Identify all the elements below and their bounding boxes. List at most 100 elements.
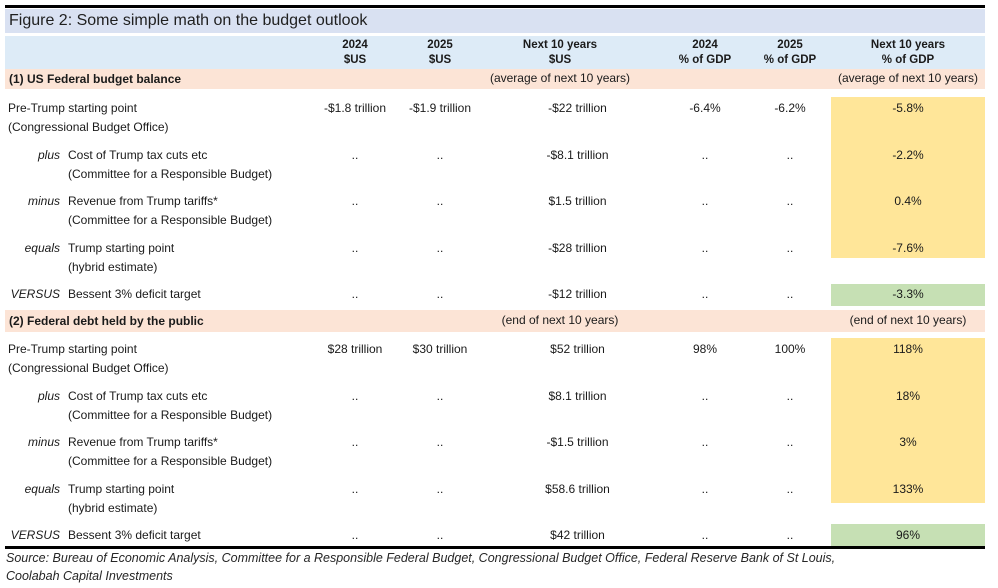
cell-2024-us: .. (351, 241, 359, 255)
source-line-2: Coolabah Capital Investments (6, 569, 173, 583)
row-qualifier: equals (24, 482, 60, 496)
row-label: Trump starting point (68, 482, 175, 496)
cell-2024-us: .. (351, 528, 359, 542)
cell-2024-us: -$1.8 trillion (323, 101, 387, 115)
cell-next10-us: -$8.1 trillion (546, 148, 609, 162)
cell-2025-us: .. (436, 148, 444, 162)
cell-2025-gdp: 100% (774, 342, 806, 356)
section1-title: (1) US Federal budget balance (9, 72, 182, 86)
source-line-1: Source: Bureau of Economic Analysis, Com… (6, 551, 836, 565)
row-sublabel: (Committee for a Responsible Budget) (68, 454, 273, 468)
section2-note-gdp: (end of next 10 years) (849, 313, 967, 327)
col-header-2025-gdp-year: 2025 (777, 39, 803, 51)
section2-note-us: (end of next 10 years) (501, 313, 619, 327)
row-qualifier: plus (37, 389, 60, 403)
col-header-next10-gdp-year: Next 10 years (870, 39, 946, 51)
cell-next10-gdp: -5.8% (892, 101, 924, 115)
cell-2024-gdp: .. (701, 389, 709, 403)
cell-next10-us: $52 trillion (550, 342, 605, 356)
cell-2025-gdp: .. (786, 287, 794, 301)
section1-header-row: (1) US Federal budget balance (5, 69, 985, 89)
cell-2025-us: .. (436, 287, 444, 301)
cell-2025-gdp: .. (786, 148, 794, 162)
row-label: Revenue from Trump tariffs* (68, 194, 218, 208)
cell-next10-us: $8.1 trillion (548, 389, 607, 403)
cell-next10-gdp: 0.4% (894, 194, 922, 208)
row-label: Trump starting point (68, 241, 175, 255)
cell-2024-us: .. (351, 287, 359, 301)
row-label: Revenue from Trump tariffs* (68, 435, 218, 449)
row-qualifier: VERSUS (10, 287, 60, 301)
cell-next10-gdp: 118% (893, 342, 923, 356)
cell-next10-us: $42 trillion (550, 528, 605, 542)
row-qualifier: minus (27, 435, 60, 449)
cell-2025-gdp: .. (786, 528, 794, 542)
row-sublabel: (hybrid estimate) (68, 260, 158, 274)
row-sublabel: (hybrid estimate) (68, 501, 158, 515)
section2-title: (2) Federal debt held by the public (9, 314, 204, 328)
cell-2024-us: .. (351, 148, 359, 162)
cell-2025-us: .. (436, 194, 444, 208)
cell-2024-us: .. (351, 435, 359, 449)
cell-next10-gdp: -7.6% (892, 241, 924, 255)
row-qualifier: VERSUS (10, 528, 60, 542)
row-label: Pre-Trump starting point (8, 342, 137, 356)
cell-2024-gdp: .. (701, 287, 709, 301)
row-label: Cost of Trump tax cuts etc (68, 389, 208, 403)
row-qualifier: plus (37, 148, 60, 162)
row-label: Pre-Trump starting point (8, 101, 137, 115)
col-header-2024-us-unit: $US (343, 54, 367, 66)
section2-header-row: (2) Federal debt held by the public (5, 310, 985, 332)
cell-next10-us: $1.5 trillion (548, 194, 607, 208)
cell-2025-us: $30 trillion (412, 342, 468, 356)
cell-next10-gdp: 96% (895, 528, 921, 542)
col-header-next10-us-year: Next 10 years (522, 39, 598, 51)
col-header-next10-us-unit: $US (548, 54, 572, 66)
cell-2024-us: .. (351, 482, 359, 496)
row-sublabel: (Congressional Budget Office) (8, 120, 169, 134)
cell-next10-gdp: -2.2% (892, 148, 924, 162)
col-header-2025-us-unit: $US (428, 54, 452, 66)
row-qualifier: minus (27, 194, 60, 208)
col-header-2024-gdp-year: 2024 (692, 39, 718, 51)
cell-2024-gdp: .. (701, 482, 709, 496)
cell-2024-gdp: .. (701, 528, 709, 542)
cell-2025-us: .. (436, 528, 444, 542)
cell-2024-us: $28 trillion (327, 342, 383, 356)
cell-next10-us: -$12 trillion (548, 287, 607, 301)
cell-next10-gdp: 18% (895, 389, 921, 403)
cell-next10-gdp: 3% (899, 435, 917, 449)
col-header-2025-gdp-unit: % of GDP (763, 54, 817, 66)
cell-2025-us: .. (436, 482, 444, 496)
top-rule (5, 5, 985, 8)
cell-next10-us: -$1.5 trillion (546, 435, 609, 449)
bottom-rule (5, 546, 985, 549)
cell-2025-gdp: .. (786, 482, 794, 496)
cell-2024-us: .. (351, 194, 359, 208)
cell-next10-us: -$28 trillion (548, 241, 607, 255)
section1-yellow-highlight (831, 97, 985, 258)
cell-2025-gdp: .. (786, 194, 794, 208)
cell-2025-gdp: .. (786, 241, 794, 255)
col-header-2024-gdp-unit: % of GDP (678, 54, 732, 66)
cell-2024-gdp: .. (701, 194, 709, 208)
row-qualifier: equals (24, 241, 60, 255)
cell-2025-gdp: -6.2% (774, 101, 806, 115)
row-label: Bessent 3% deficit target (68, 528, 201, 542)
col-header-next10-gdp-unit: % of GDP (881, 54, 935, 66)
column-header-bar (5, 36, 985, 69)
cell-2024-gdp: -6.4% (689, 101, 721, 115)
cell-next10-gdp: 133% (892, 482, 924, 496)
cell-2025-us: .. (436, 435, 444, 449)
section1-note-gdp: (average of next 10 years) (837, 71, 979, 85)
cell-2024-gdp: .. (701, 148, 709, 162)
row-sublabel: (Congressional Budget Office) (8, 361, 169, 375)
cell-2025-gdp: .. (786, 435, 794, 449)
section2-yellow-highlight (831, 338, 985, 503)
cell-next10-gdp: -3.3% (892, 287, 924, 301)
section1-note-us: (average of next 10 years) (489, 71, 631, 85)
row-label: Cost of Trump tax cuts etc (68, 148, 208, 162)
cell-2025-us: .. (436, 389, 444, 403)
figure-title: Figure 2: Some simple math on the budget… (5, 9, 985, 33)
